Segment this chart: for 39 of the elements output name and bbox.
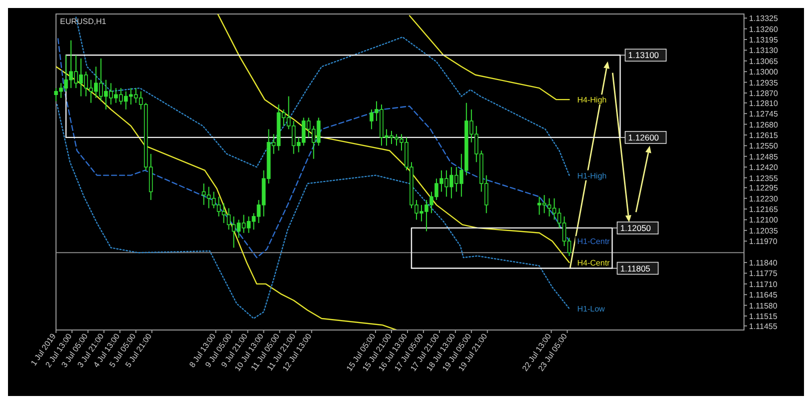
chart-title: EURUSD,H1 — [60, 17, 107, 26]
series-label: H1-Low — [577, 304, 606, 314]
y-tick-label: 1.12230 — [749, 194, 778, 204]
y-tick-label: 1.12680 — [749, 120, 778, 130]
series-label: H1-High — [577, 171, 607, 180]
y-tick-label: 1.12810 — [749, 98, 778, 108]
y-tick-label: 1.12165 — [749, 205, 778, 214]
y-tick-label: 1.11710 — [749, 280, 778, 289]
y-tick-label: 1.11515 — [749, 312, 778, 322]
y-tick-label: 1.11840 — [749, 258, 778, 268]
y-tick-label: 1.13065 — [749, 56, 778, 66]
y-tick-label: 1.13195 — [749, 36, 778, 45]
y-tick-label: 1.13000 — [749, 68, 778, 77]
annotation: 1.12600 — [628, 132, 660, 142]
y-tick-label: 1.11970 — [749, 237, 778, 246]
y-tick-label: 1.12355 — [749, 174, 778, 183]
y-tick-label: 1.13130 — [749, 46, 778, 56]
y-tick-label: 1.12100 — [749, 216, 778, 225]
annotation: 1.12050 — [620, 222, 652, 233]
annotation: 1.13100 — [628, 50, 660, 60]
y-tick-label: 1.12615 — [749, 130, 778, 140]
y-tick-label: 1.11775 — [749, 269, 778, 278]
y-tick-label: 1.13260 — [749, 24, 778, 34]
series-label: H1-Centr — [577, 237, 610, 246]
y-tick-label: 1.13325 — [749, 14, 778, 24]
y-tick-label: 1.12420 — [749, 163, 778, 172]
annotation: 1.11805 — [620, 263, 651, 274]
y-tick-label: 1.11645 — [749, 290, 778, 300]
series-label: H4-High — [577, 96, 607, 105]
y-tick-label: 1.11455 — [749, 322, 778, 331]
y-tick-label: 1.12035 — [749, 226, 778, 236]
y-tick-label: 1.12870 — [749, 89, 778, 98]
y-tick-label: 1.12745 — [749, 110, 778, 119]
y-tick-label: 1.11580 — [749, 301, 778, 310]
y-tick-label: 1.12485 — [749, 152, 778, 162]
y-tick-label: 1.12935 — [749, 78, 778, 88]
series-label: H4-Centr — [577, 258, 610, 268]
y-tick-label: 1.12295 — [749, 184, 778, 193]
y-tick-label: 1.12550 — [749, 142, 778, 151]
